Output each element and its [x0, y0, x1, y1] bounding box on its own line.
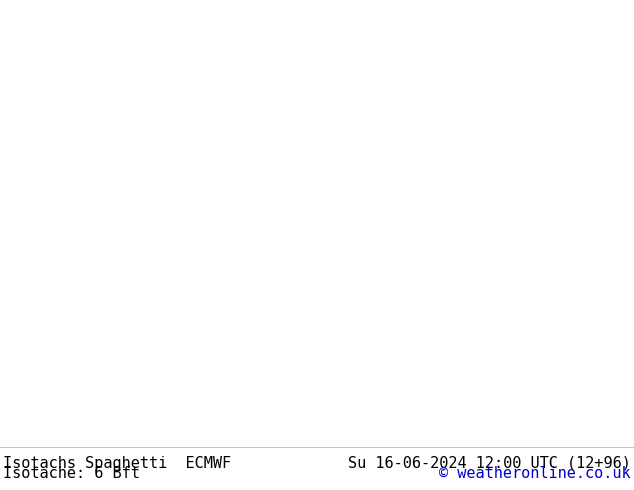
- Text: Isotachs Spaghetti  ECMWF: Isotachs Spaghetti ECMWF: [3, 456, 231, 470]
- Text: Su 16-06-2024 12:00 UTC (12+96): Su 16-06-2024 12:00 UTC (12+96): [348, 456, 631, 470]
- Text: © weatheronline.co.uk: © weatheronline.co.uk: [439, 466, 631, 481]
- Text: Isotache: 6 Bft: Isotache: 6 Bft: [3, 466, 140, 481]
